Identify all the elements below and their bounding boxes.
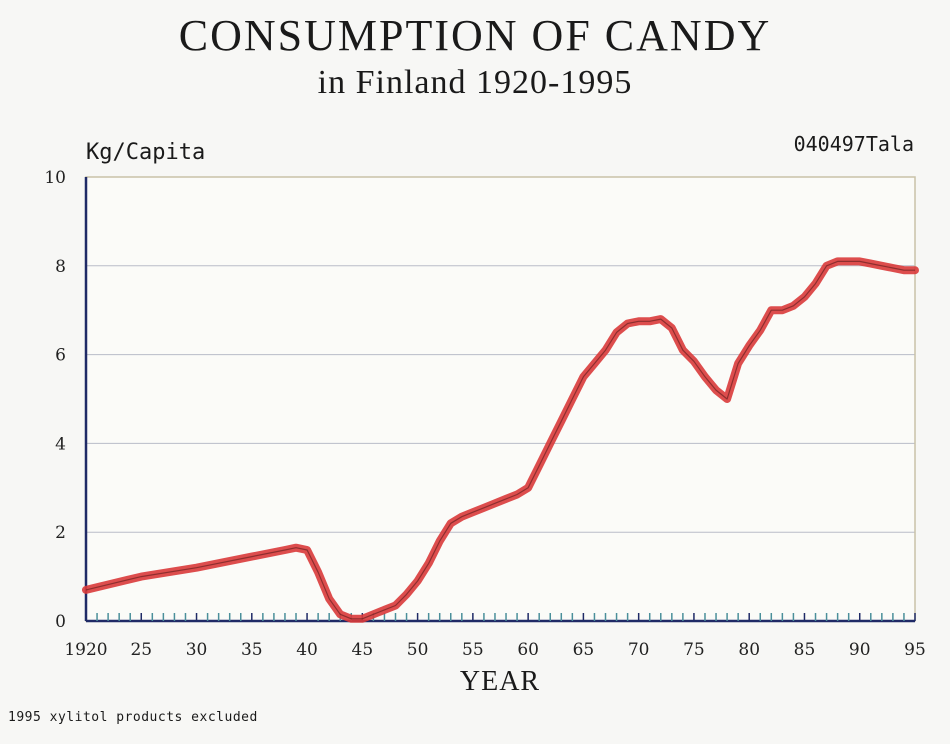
x-tick-label: 95 — [904, 640, 926, 660]
x-tick-label: 40 — [296, 640, 318, 660]
series-line-core — [85, 260, 915, 620]
x-tick-label: 55 — [462, 640, 484, 660]
y-tick-label: 2 — [55, 523, 66, 543]
x-tick-label: 60 — [517, 640, 539, 660]
y-axis-label: Kg/Capita — [86, 140, 206, 165]
x-tick-label: 70 — [628, 640, 650, 660]
axes — [84, 176, 916, 623]
x-tick-label: 50 — [407, 640, 429, 660]
x-tick-label: 85 — [794, 640, 816, 660]
x-tick-label: 90 — [849, 640, 871, 660]
y-tick-label: 6 — [55, 346, 66, 366]
x-tick-label: 80 — [738, 640, 760, 660]
footnote: 1995 xylitol products excluded — [8, 710, 258, 725]
x-tick-label: 1920 — [64, 640, 107, 660]
y-tick-label: 8 — [55, 257, 66, 277]
x-tick-label: 75 — [683, 640, 705, 660]
y-tick-label: 4 — [55, 434, 66, 454]
chart-title: CONSUMPTION OF CANDY — [178, 11, 772, 60]
y-tick-label: 10 — [44, 168, 66, 188]
plot-area — [86, 177, 915, 621]
chart-subtitle: in Finland 1920-1995 — [317, 64, 633, 101]
x-tick-label: 25 — [130, 640, 152, 660]
series-group — [82, 257, 919, 623]
x-tick-label: 45 — [352, 640, 374, 660]
x-tick-label: 65 — [573, 640, 595, 660]
x-axis-label: YEAR — [459, 666, 541, 697]
x-tick-labels: 1920 25 30 35 40 45 50 55 60 65 70 75 80 85 90 95 — [64, 640, 925, 660]
x-tick-label: 30 — [186, 640, 208, 660]
y-tick-labels: 0 2 4 6 8 10 — [44, 168, 66, 632]
x-tick-label: 35 — [241, 640, 263, 660]
y-tick-label: 0 — [55, 612, 66, 632]
chart-stamp-code: 040497Tala — [793, 132, 914, 156]
